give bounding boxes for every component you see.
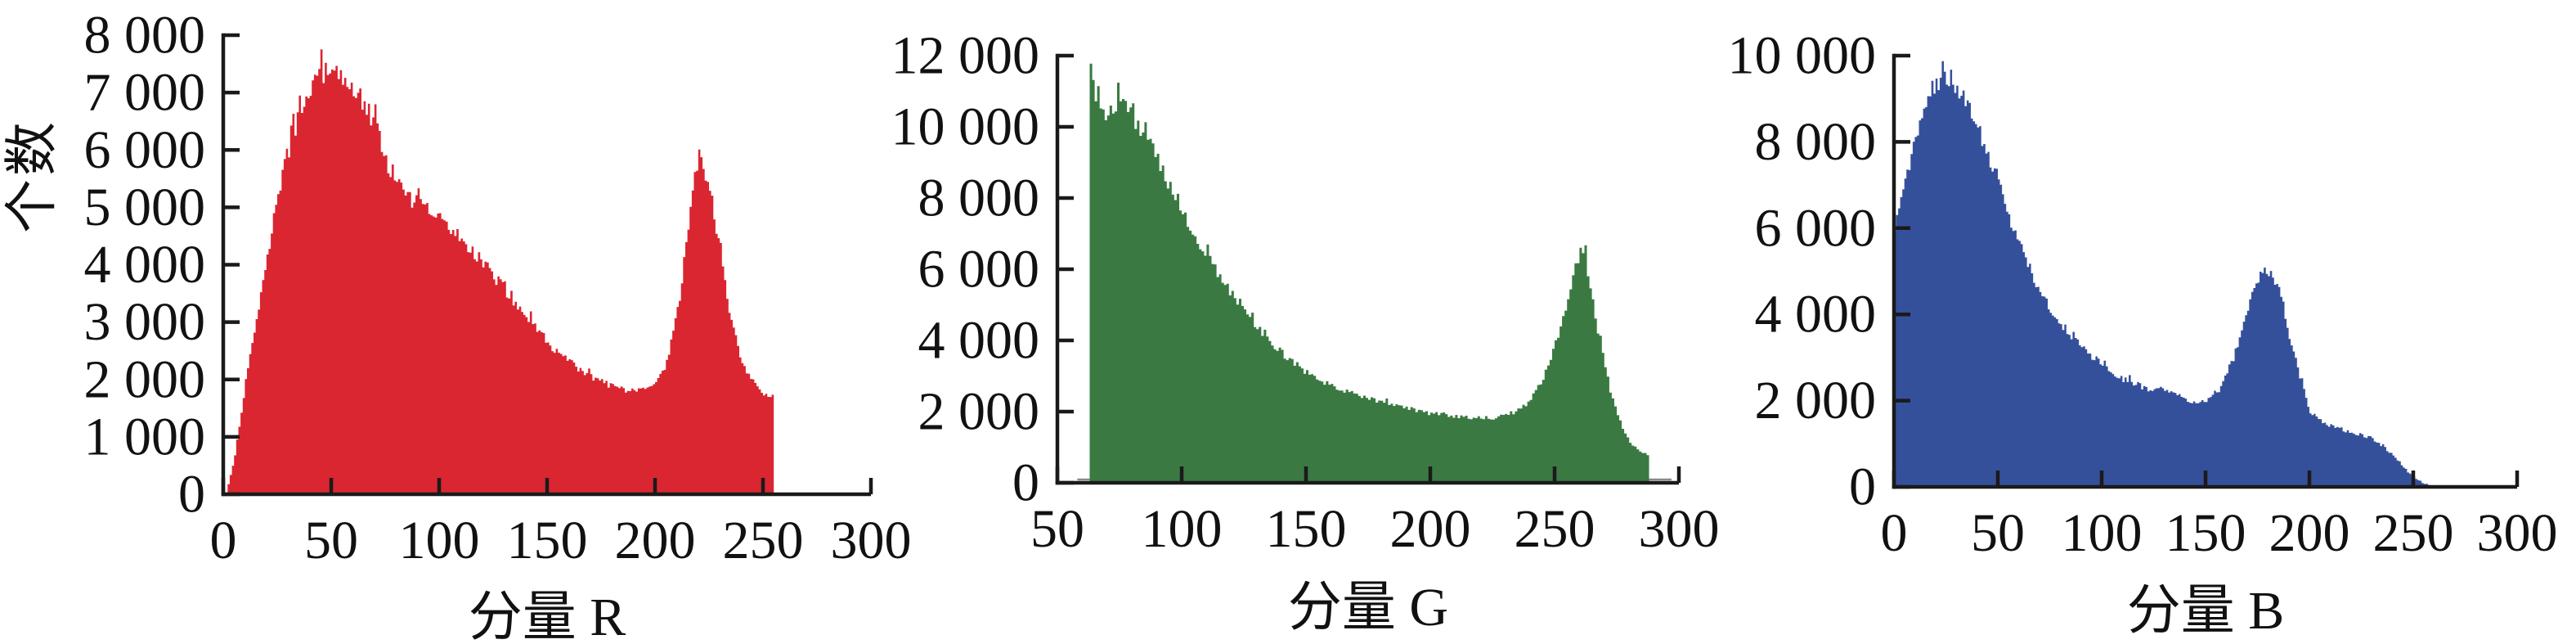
y-tick-label: 2 000: [1755, 371, 1877, 430]
x-tick-label: 150: [2165, 503, 2246, 563]
y-tick-label: 4 000: [84, 235, 206, 295]
y-tick-label: 6 000: [84, 120, 206, 180]
x-tick-label: 250: [723, 511, 804, 570]
x-tick-label: 0: [1881, 503, 1908, 563]
y-tick-label: 8 000: [84, 6, 206, 65]
y-axis-title: 个数: [2, 119, 62, 233]
x-axis-title-r: 分量 R: [468, 588, 626, 644]
y-tick-label: 0: [1012, 453, 1039, 513]
y-tick-label: 2 000: [918, 382, 1040, 442]
x-tick-label: 150: [1266, 499, 1347, 559]
x-tick-label: 300: [2477, 503, 2558, 563]
panel-b: 0 2 000 4 000 6 000 8 000 10 000 0 50 100 150 200 2…: [1728, 26, 2558, 564]
x-tick-label: 200: [2269, 503, 2350, 563]
y-tick-label: 6 000: [918, 240, 1040, 299]
y-tick-label: 10 000: [1728, 26, 1877, 86]
x-tick-label: 0: [210, 511, 237, 570]
y-tick-label: 5 000: [84, 178, 206, 237]
x-tick-label: 50: [304, 511, 358, 570]
y-tick-label: 1 000: [84, 407, 206, 466]
y-tick-label: 12 000: [891, 26, 1040, 86]
y-tick-label: 4 000: [1755, 285, 1877, 345]
y-tick-label: 2 000: [84, 349, 206, 409]
y-tick-label: 0: [178, 465, 205, 525]
x-tick-label: 200: [615, 511, 696, 570]
x-tick-label: 150: [507, 511, 588, 570]
x-tick-label: 50: [1971, 503, 2025, 563]
y-tick-label: 0: [1849, 457, 1876, 517]
r-channel-histogram-series: [227, 49, 774, 494]
x-tick-label: 300: [1639, 499, 1720, 559]
y-tick-label: 7 000: [84, 63, 206, 123]
x-tick-label: 100: [1142, 499, 1223, 559]
x-tick-label: 100: [2062, 503, 2143, 563]
y-tick-label: 10 000: [891, 97, 1040, 157]
y-tick-label: 6 000: [1755, 198, 1877, 258]
x-tick-label: 200: [1390, 499, 1471, 559]
x-tick-label: 250: [1515, 499, 1595, 559]
panel-g: 0 2 000 4 000 6 000 8 000 10 000 12 000 50 100 15…: [891, 26, 1720, 560]
y-tick-label: 4 000: [918, 311, 1040, 371]
b-channel-histogram-series: [1894, 61, 2435, 487]
x-tick-label: 250: [2373, 503, 2454, 563]
x-axis-title-b: 分量 B: [2126, 581, 2285, 641]
x-tick-label: 100: [399, 511, 480, 570]
y-tick-label: 8 000: [1755, 112, 1877, 172]
x-tick-label: 50: [1030, 499, 1084, 559]
g-channel-histogram-series: [1089, 63, 1649, 484]
x-axis-title-g: 分量 G: [1287, 578, 1449, 637]
y-tick-label: 3 000: [84, 292, 206, 352]
y-tick-label: 8 000: [918, 169, 1040, 228]
x-tick-label: 300: [831, 511, 912, 570]
